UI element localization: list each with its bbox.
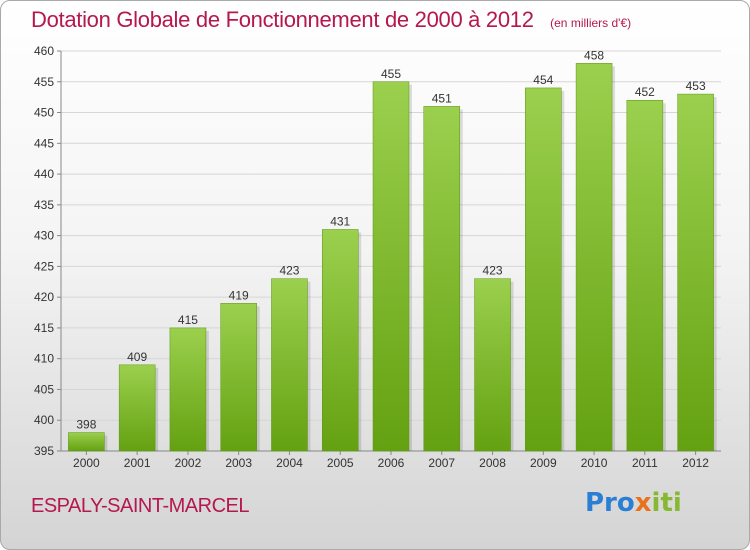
bar: [626, 99, 664, 452]
data-label: 423: [279, 264, 299, 278]
y-tick-label: 395: [34, 444, 54, 458]
y-tick-label: 400: [34, 413, 54, 427]
y-tick-label: 440: [34, 167, 54, 181]
x-tick-label: 2005: [327, 456, 354, 470]
x-tick-label: 2009: [530, 456, 557, 470]
data-label: 452: [635, 85, 655, 99]
title-line: Dotation Globale de Fonctionnement de 20…: [31, 7, 631, 33]
x-tick-label: 2000: [73, 456, 100, 470]
x-tick-label: 2012: [682, 456, 709, 470]
bar: [474, 278, 511, 452]
x-tick-label: 2001: [124, 456, 151, 470]
bar: [271, 278, 308, 452]
x-tick-label: 2007: [428, 456, 455, 470]
commune-name: ESPALY-SAINT-MARCEL: [31, 495, 249, 517]
x-tick-label: 2003: [225, 456, 252, 470]
bar: [372, 81, 410, 452]
chart-title: Dotation Globale de Fonctionnement de 20…: [31, 7, 534, 32]
x-tick-label: 2004: [276, 456, 303, 470]
proxiti-logo: Proxiti: [585, 488, 682, 518]
data-label: 419: [229, 288, 249, 302]
bar: [575, 63, 613, 452]
x-tick-label: 2008: [479, 456, 506, 470]
x-tick-label: 2010: [581, 456, 608, 470]
y-tick-label: 445: [34, 136, 54, 150]
logo-part-3: iti: [651, 488, 682, 518]
y-tick-label: 430: [34, 229, 54, 243]
y-tick-label: 405: [34, 382, 54, 396]
logo-part-1: Pro: [585, 488, 635, 518]
data-label: 458: [584, 48, 604, 62]
data-label: 415: [178, 313, 198, 327]
data-label: 451: [432, 91, 452, 105]
y-tick-label: 450: [34, 106, 54, 120]
data-label: 431: [330, 214, 350, 228]
y-tick-label: 455: [34, 75, 54, 89]
bar: [321, 229, 359, 452]
data-label: 454: [533, 73, 553, 87]
data-label: 423: [483, 264, 503, 278]
y-tick-label: 415: [34, 321, 54, 335]
data-label: 398: [76, 418, 96, 432]
y-tick-label: 410: [34, 352, 54, 366]
bar: [68, 432, 105, 452]
chart-subtitle: (en milliers d'€): [550, 16, 632, 30]
bar: [118, 364, 156, 452]
x-tick-label: 2002: [175, 456, 202, 470]
x-tick-label: 2006: [378, 456, 405, 470]
bar: [423, 106, 461, 452]
bar: [220, 303, 257, 452]
data-label: 409: [127, 350, 147, 364]
y-tick-label: 425: [34, 259, 54, 273]
logo-part-2: x: [634, 488, 652, 518]
bar: [169, 327, 207, 452]
y-tick-label: 435: [34, 198, 54, 212]
x-tick-label: 2011: [632, 456, 658, 470]
y-tick-label: 460: [34, 44, 54, 58]
bar: [677, 93, 714, 452]
y-tick-label: 420: [34, 290, 54, 304]
bar: [525, 87, 562, 452]
data-label: 453: [686, 79, 706, 93]
bars-layer: [68, 63, 717, 452]
data-label: 455: [381, 67, 401, 81]
labels-layer: 395 400 405 410 415 420 425 430 435 440 445 450 455 4…: [34, 44, 709, 470]
